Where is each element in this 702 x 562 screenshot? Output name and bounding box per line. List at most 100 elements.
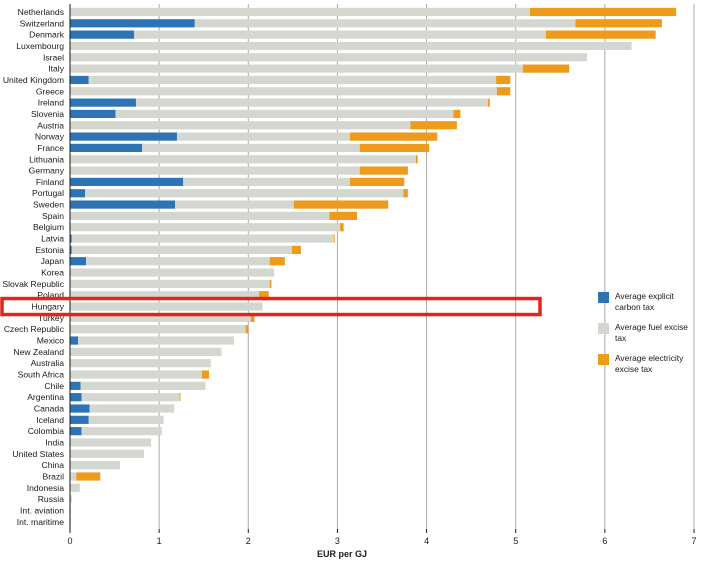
bar-luxembourg-fuel [70,41,632,51]
bar-latvia-carbon [70,234,72,243]
country-label-finland: Finland [36,177,64,187]
bar-greece-fuel [70,87,497,96]
country-label-israel: Israel [43,52,64,62]
bar-austria-electricity [410,121,457,130]
country-label-argentina: Argentina [27,392,64,402]
bar-hungary-fuel [70,302,263,311]
country-label-brazil: Brazil [43,471,65,481]
bar-slovak-republic-electricity [269,279,272,288]
country-label-united-kingdom: United Kingdom [3,75,64,85]
tick-label-2: 2 [246,536,251,546]
bar-new-zealand-fuel [70,347,222,356]
country-label-luxembourg: Luxembourg [16,41,64,51]
bar-sweden-fuel [175,200,294,209]
bar-slovenia-electricity [453,109,461,119]
bar-switzerland-carbon [70,19,195,28]
bars [70,7,677,526]
bar-korea-fuel [70,268,275,277]
bar-norway-carbon [70,132,177,141]
x-axis-title: EUR per GJ [317,549,367,559]
bar-russia-fuel [70,495,72,504]
country-label-new-zealand: New Zealand [13,347,64,357]
country-label-colombia: Colombia [28,426,65,436]
country-label-mexico: Mexico [37,336,64,346]
tick-label-7: 7 [691,536,696,546]
bar-czech-republic-fuel [70,325,246,334]
bar-belgium-fuel [70,223,341,232]
tick-label-6: 6 [602,536,607,546]
bar-italy-fuel [70,64,523,73]
bar-south-africa-electricity [201,370,210,379]
bar-ireland-electricity [488,98,490,107]
country-label-poland: Poland [37,290,64,300]
bar-latvia-fuel [71,234,334,243]
bar-united-kingdom-electricity [496,75,511,85]
bar-denmark-carbon [70,30,135,39]
bar-united-kingdom-carbon [70,75,89,85]
bar-slovak-republic-fuel [70,279,270,288]
bar-japan-fuel [86,257,270,266]
bar-sweden-carbon [70,200,176,209]
country-label-south-africa: South Africa [18,370,65,380]
bar-estonia-fuel [71,245,292,254]
bar-netherlands-electricity [529,7,677,17]
country-label-czech-republic: Czech Republic [4,324,65,334]
bar-israel-fuel [70,53,588,62]
country-label-netherlands: Netherlands [18,7,64,17]
country-label-int-aviation: Int. aviation [20,505,64,515]
legend-label-carbon: Average explicit carbon tax [615,291,674,312]
legend-label-electricity: Average electricity excise tax [615,353,684,374]
bar-latvia-electricity [333,234,335,243]
country-label-korea: Korea [41,268,64,278]
bar-united-kingdom-fuel [88,75,497,85]
country-labels: NetherlandsSwitzerlandDenmarkLuxembourgI… [2,7,64,527]
bar-lithuania-electricity [415,155,418,164]
country-label-greece: Greece [36,86,64,96]
bar-switzerland-electricity [575,19,662,28]
x-axis-ticks: 0 1 2 3 4 5 6 7 [67,529,697,546]
country-label-slovak-republic: Slovak Republic [2,279,64,289]
country-label-latvia: Latvia [41,234,64,244]
country-label-lithuania: Lithuania [29,154,64,164]
bar-estonia-carbon [70,245,72,254]
bar-united-states-fuel [70,449,144,458]
bar-china-fuel [70,461,120,470]
country-label-china: China [42,460,65,470]
legend-item-fuel: Average fuel excise tax [598,322,698,344]
country-label-portugal: Portugal [32,188,64,198]
bar-canada-carbon [70,404,90,413]
bar-norway-electricity [349,132,438,141]
bar-spain-electricity [329,211,358,221]
country-label-hungary: Hungary [32,302,65,312]
country-label-slovenia: Slovenia [31,109,64,119]
country-label-denmark: Denmark [29,30,65,40]
bar-portugal-fuel [85,189,404,198]
country-label-turkey: Turkey [38,313,65,323]
bar-chile-fuel [80,381,206,390]
country-label-indonesia: Indonesia [27,483,64,493]
legend: Average explicit carbon tax Average fuel… [598,291,698,384]
country-label-australia: Australia [31,358,65,368]
country-label-canada: Canada [34,404,64,414]
bar-australia-fuel [70,359,211,368]
bar-argentina-electricity [179,393,181,402]
bar-slovenia-carbon [70,109,116,119]
bar-south-africa-fuel [70,370,202,379]
bar-finland-fuel [183,177,350,187]
bar-austria-fuel [70,121,411,130]
bar-switzerland-fuel [194,19,576,28]
country-label-japan: Japan [41,256,65,266]
legend-item-electricity: Average electricity excise tax [598,353,698,375]
bar-france-carbon [70,143,143,153]
country-label-norway: Norway [35,132,65,142]
bar-netherlands-fuel [70,7,530,17]
bar-estonia-electricity [291,245,301,254]
bar-greece-electricity [496,87,511,96]
bar-poland-electricity [258,291,269,300]
country-label-germany: Germany [29,166,65,176]
bar-mexico-fuel [78,336,235,345]
bar-finland-electricity [349,177,405,187]
country-label-chile: Chile [44,381,64,391]
bar-canada-fuel [89,404,175,413]
